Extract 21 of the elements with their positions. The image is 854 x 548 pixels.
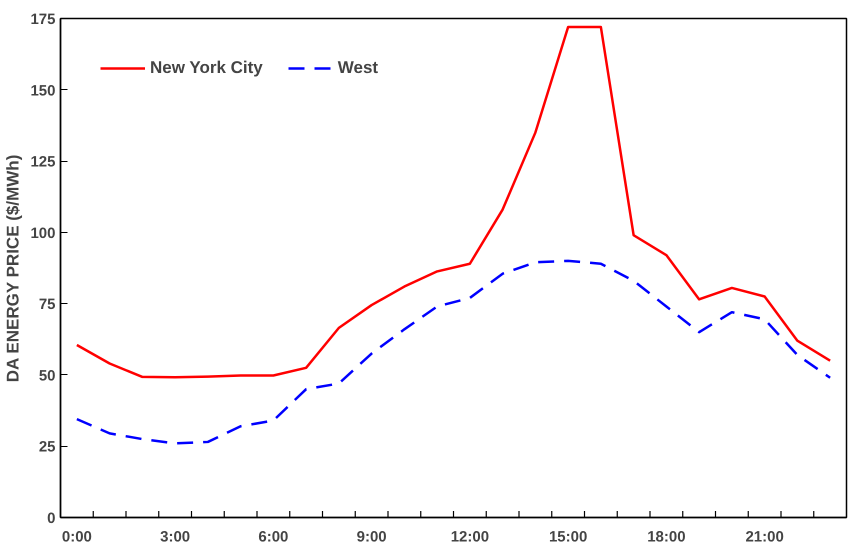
y-tick-label: 100 xyxy=(30,224,56,242)
legend-label: West xyxy=(338,58,378,78)
y-tick-label: 0 xyxy=(47,510,56,527)
y-tick-label: 75 xyxy=(38,296,56,314)
line-series xyxy=(76,260,832,445)
y-tick-label: 150 xyxy=(30,82,56,100)
x-tick-label: 15:00 xyxy=(548,528,588,546)
y-tick-label: 25 xyxy=(38,438,56,456)
line-series xyxy=(76,26,832,378)
y-tick-label: 50 xyxy=(38,367,56,384)
x-tick-label: 18:00 xyxy=(647,528,686,546)
y-tick-label: 175 xyxy=(30,11,56,28)
x-tick-label: 12:00 xyxy=(450,528,490,546)
x-tick-label: 0:00 xyxy=(62,528,92,546)
y-axis-title: DA ENERGY PRICE ($/MWh) xyxy=(3,154,22,382)
legend-label: New York City xyxy=(150,58,263,78)
y-tick-label: 125 xyxy=(30,154,56,171)
x-tick-label: 3:00 xyxy=(160,528,190,546)
x-tick-label: 9:00 xyxy=(356,528,387,546)
x-tick-label: 6:00 xyxy=(258,528,288,546)
x-tick-label: 21:00 xyxy=(745,528,784,546)
